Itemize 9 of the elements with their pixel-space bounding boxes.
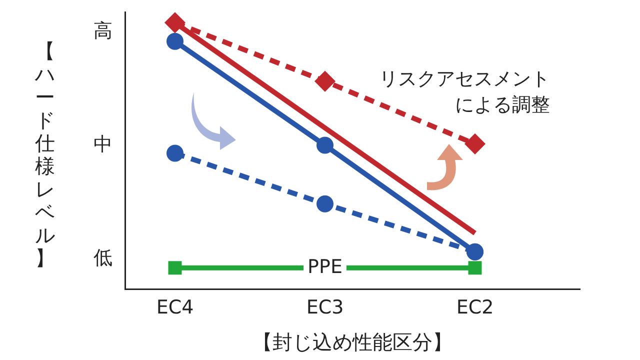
x-tick-label: EC2 [456,296,494,319]
annotation: リスクアセスメントによる調整 [378,67,550,118]
x-axis-title: 【封じ込め性能区分】 [252,330,452,354]
text: 中 [94,134,112,156]
text: 【ハード仕様レベル】 [35,39,55,270]
x-tick-label: EC4 [156,296,194,319]
text: 高 [94,20,112,42]
text: 低 [94,247,112,270]
x-tick-label: EC3 [306,296,344,319]
